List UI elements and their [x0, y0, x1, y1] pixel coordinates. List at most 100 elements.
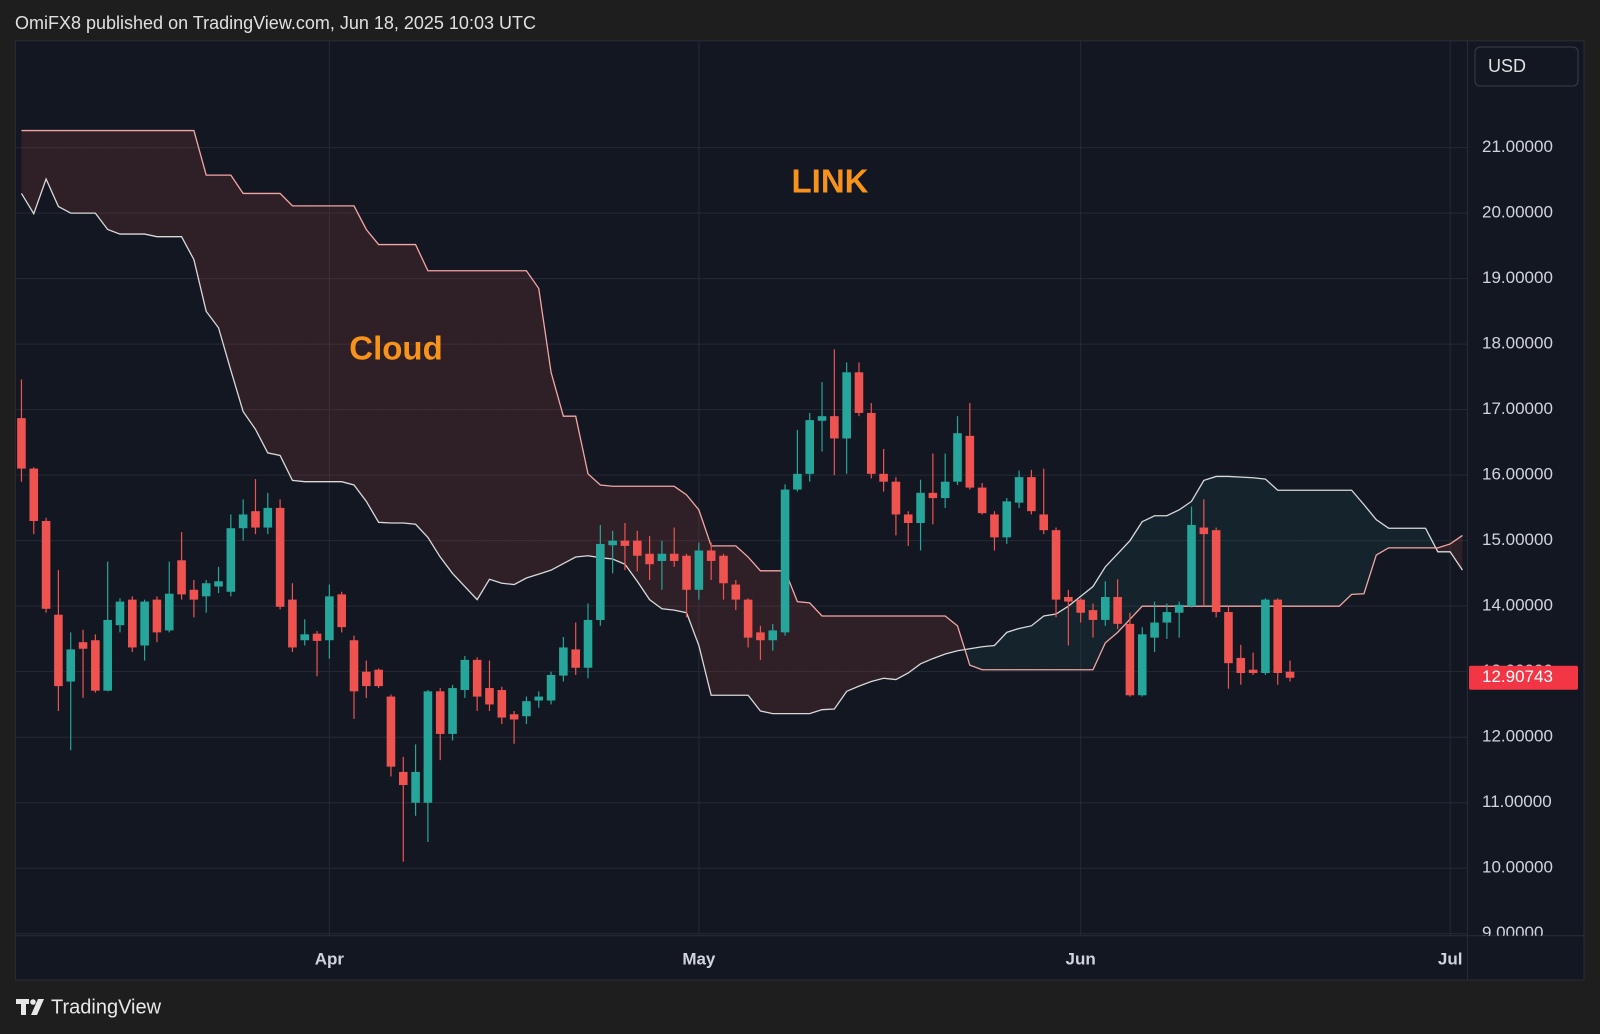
candle-body: [694, 550, 704, 590]
cloud-fill: [945, 615, 958, 654]
candle-body: [1236, 657, 1246, 673]
cloud-fill: [1092, 566, 1106, 670]
cloud-fill: [1068, 596, 1081, 670]
cloud-fill: [822, 615, 835, 710]
candle-body: [362, 671, 371, 687]
candle-body: [1211, 530, 1221, 613]
candle-body: [793, 473, 802, 490]
cloud-fill: [83, 130, 96, 214]
cloud-fill: [969, 646, 983, 670]
candle-body: [645, 553, 654, 565]
cloud-fill: [1006, 628, 1020, 670]
cloud-fill: [255, 193, 268, 453]
cloud-fill: [674, 486, 687, 613]
cloud-fill: [1413, 528, 1426, 548]
cloud-fill: [1043, 614, 1057, 670]
candle-body: [66, 649, 76, 682]
cloud-fill: [538, 288, 552, 575]
cloud-fill: [612, 486, 625, 565]
candle-body: [805, 420, 815, 474]
y-tick-label: 14.00000: [1482, 596, 1553, 615]
candle-body: [201, 583, 211, 597]
cloud-fill: [489, 270, 502, 584]
cloud-fill: [1400, 528, 1414, 548]
cloud-fill: [1351, 490, 1364, 595]
candle-body: [866, 412, 876, 474]
x-tick-label: Apr: [315, 949, 345, 968]
cloud-fill: [33, 130, 47, 214]
cloud-fill: [46, 130, 59, 207]
candle-body: [669, 553, 679, 561]
candle-body: [891, 481, 901, 515]
annotation: Cloud: [349, 330, 442, 367]
cloud-fill: [440, 270, 453, 574]
candle-body: [509, 714, 519, 720]
cloud-fill: [834, 615, 847, 710]
candle-body: [854, 372, 864, 413]
cloud-fill: [908, 615, 921, 673]
candle-body: [497, 690, 507, 718]
cloud-fill: [760, 570, 773, 714]
candle-body: [1273, 599, 1283, 673]
cloud-fill: [169, 130, 182, 237]
cloud-fill: [243, 193, 256, 430]
cloud-fill: [156, 130, 170, 237]
candle-body: [928, 492, 938, 499]
candle-body: [103, 619, 112, 691]
candle-body: [1224, 612, 1233, 664]
brand: TradingView: [51, 996, 162, 1018]
candle-body: [1088, 610, 1098, 620]
candle-body: [423, 691, 433, 803]
y-tick-label: 11.00000: [1482, 792, 1552, 811]
cloud-fill: [1302, 490, 1315, 607]
candle-body: [620, 540, 630, 546]
candle-body: [817, 416, 827, 421]
y-tick-label: 19.00000: [1482, 268, 1553, 287]
brand-logo: [16, 999, 44, 1015]
candle-body: [1162, 612, 1172, 623]
candle-body: [177, 560, 186, 595]
currency[interactable]: USD: [1488, 56, 1526, 76]
candle-body: [977, 487, 987, 514]
x-tick-label: Jun: [1066, 949, 1096, 968]
candle-body: [349, 640, 359, 692]
candle-body: [916, 492, 925, 523]
x-tick-label: Jul: [1438, 949, 1463, 968]
cloud-fill: [378, 244, 391, 523]
candle-body: [546, 674, 556, 701]
cloud-fill: [427, 270, 441, 558]
candle-body: [965, 435, 975, 488]
cloud-fill: [846, 615, 859, 692]
candle-body: [731, 584, 741, 600]
cloud-fill: [624, 486, 638, 582]
candle-body: [460, 659, 470, 691]
candle-body: [780, 489, 790, 633]
cloud-fill: [735, 545, 749, 696]
cloud-fill: [982, 645, 995, 670]
candle-body: [571, 649, 580, 668]
cloud-fill: [920, 615, 933, 664]
cloud-fill: [1031, 615, 1044, 670]
candle-body: [189, 589, 199, 600]
candle-body: [682, 555, 691, 590]
candle-body: [275, 507, 285, 607]
cloud-fill: [304, 205, 318, 482]
currency-button[interactable]: [1474, 46, 1579, 87]
candle-body: [879, 473, 888, 482]
candle-body: [1027, 477, 1036, 512]
cloud-fill: [21, 130, 34, 214]
price-label: 12.90743: [1482, 667, 1553, 686]
cloud-line: [21, 129, 1463, 671]
cloud-fill: [895, 615, 909, 680]
cloud-fill: [797, 601, 810, 714]
cloud-fill: [994, 632, 1007, 670]
cloud-fill: [1437, 543, 1451, 552]
x-tick-label: May: [682, 949, 716, 968]
candle-body: [953, 433, 962, 482]
plot: [17, 129, 1464, 862]
candle-body: [485, 688, 494, 705]
candle-body: [435, 691, 445, 734]
candle-body: [1248, 669, 1258, 673]
candle-body: [1137, 634, 1147, 696]
y-tick-label: 15.00000: [1482, 530, 1553, 549]
